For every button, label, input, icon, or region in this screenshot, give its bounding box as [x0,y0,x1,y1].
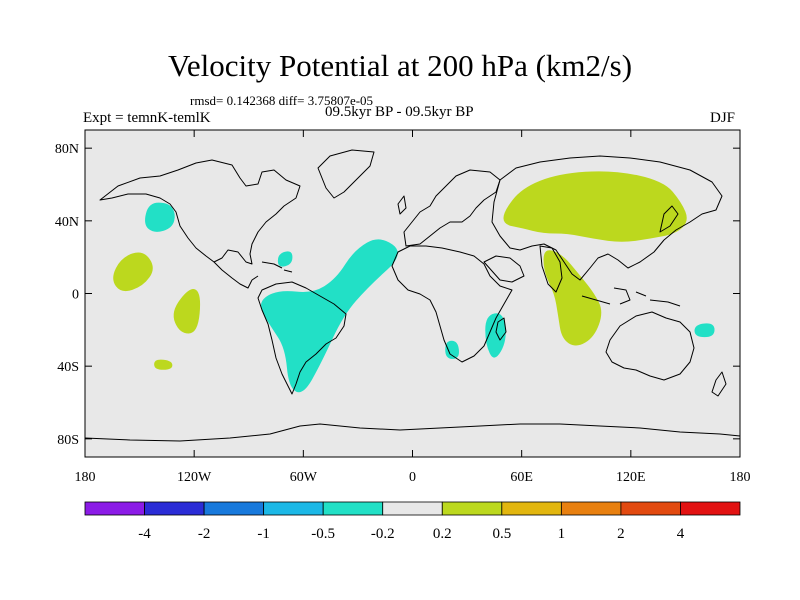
coast-asia [491,155,723,281]
region-caribbean-negative [277,251,293,267]
colorbar-box [263,501,324,516]
coast-indonesia [581,287,681,307]
colorbar-label: 0.2 [433,526,452,542]
plot-title: Velocity Potential at 200 hPa (km2/s) [167,48,633,83]
y-tick-label: 0 [72,288,79,303]
season-label: DJF [710,110,736,126]
coast-madagascar [495,317,507,341]
region-indian-ocean-positive [543,250,602,346]
colorbar-box [680,501,741,516]
coast-new-zealand [711,371,727,397]
colorbar-label: -1 [257,526,270,542]
x-tick-label: 180 [730,470,751,485]
coast-arabia [483,255,525,283]
colorbar-box [501,501,562,516]
colorbar-box [382,501,443,516]
colorbar-label: 0.5 [492,526,511,542]
statistics-label: rmsd= 0.142368 diff= 3.75807e-05 [190,93,374,108]
coast-japan [659,205,679,233]
longitude-ticks: 180 120W 60W 0 60E 120E 180 [75,130,751,485]
colorbar-box [84,501,145,516]
coast-central-america [213,261,259,289]
period-label: 09.5kyr BP - 09.5kyr BP [325,104,474,120]
x-tick-label: 60W [290,470,318,485]
y-tick-label: 80S [57,433,79,448]
region-madagascar-negative [485,313,506,358]
colorbar-box [203,501,265,516]
coast-south-america [257,281,347,395]
region-south-america-atlantic-negative [261,239,398,393]
region-central-asia-positive [503,171,687,242]
colorbar-label: -4 [138,526,151,542]
region-central-pacific-positive [173,289,201,334]
coast-uk [397,195,407,215]
coast-caribbean [261,261,293,273]
region-australia-east-negative [694,323,715,338]
colorbar-label: -0.5 [311,526,335,542]
latitude-ticks: 80N 40N 0 40S 80S [55,142,740,448]
colorbar: -4 -2 -1 -0.5 -0.2 0.2 0.5 1 2 4 [84,501,741,542]
x-tick-label: 180 [75,470,96,485]
coast-antarctica [84,423,741,442]
coast-india [539,245,563,293]
region-east-pacific-positive [113,252,153,292]
coast-africa [391,245,513,363]
x-tick-label: 60E [510,470,533,485]
colorbar-label: 1 [558,526,566,542]
colorbar-box [322,501,384,516]
region-north-pacific-negative [145,202,175,232]
x-tick-label: 0 [409,470,416,485]
colorbar-label: 4 [677,526,685,542]
coast-australia [605,311,695,381]
colorbar-box [441,501,503,516]
coast-north-america [99,159,301,265]
experiment-label: Expt = temnK-temlK [83,110,211,126]
region-southern-africa-negative [445,340,459,359]
anomaly-regions [113,171,715,393]
colorbar-label: 2 [617,526,625,542]
y-tick-label: 40S [57,360,79,375]
colorbar-box [620,501,681,516]
colorbar-label: -0.2 [371,526,395,542]
y-tick-label: 40N [55,215,79,230]
region-south-pacific-positive [154,359,173,370]
colorbar-box [144,501,205,516]
coastlines [84,149,741,442]
colorbar-box [560,501,622,516]
coast-greenland [317,149,375,199]
y-tick-label: 80N [55,142,79,157]
x-tick-label: 120W [177,470,212,485]
x-tick-label: 120E [616,470,646,485]
colorbar-label: -2 [198,526,211,542]
